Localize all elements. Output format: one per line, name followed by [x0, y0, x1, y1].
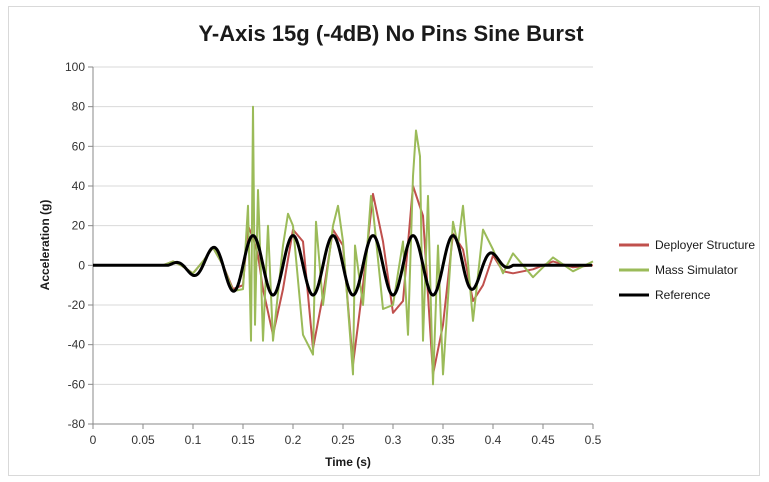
series-layer [92, 105, 594, 386]
x-tick-label: 0.45 [531, 433, 555, 447]
y-axis-title: Acceleration (g) [38, 200, 52, 291]
series-line-reference [92, 234, 593, 297]
y-tick-label: 100 [65, 60, 85, 74]
x-tick-label: 0 [90, 433, 97, 447]
chart-canvas: Y-Axis 15g (-4dB) No Pins Sine Burst 100… [38, 21, 755, 469]
y-tick-label: -80 [68, 417, 86, 431]
x-tick-label: 0.35 [431, 433, 455, 447]
y-tick-label: 80 [72, 100, 86, 114]
legend-label: Reference [655, 288, 711, 302]
legend: Deployer Structure Mass Simulator Referenc… [619, 238, 755, 302]
x-tick-label: 0.15 [231, 433, 255, 447]
y-tick-label: 20 [72, 219, 86, 233]
legend-label: Mass Simulator [655, 263, 738, 277]
x-tick-label: 0.1 [185, 433, 202, 447]
x-tick-label: 0.05 [131, 433, 155, 447]
chart-frame: Y-Axis 15g (-4dB) No Pins Sine Burst 100… [8, 6, 760, 476]
y-tick-label: -40 [68, 338, 86, 352]
x-tick-label: 0.3 [385, 433, 402, 447]
x-axis-title: Time (s) [325, 455, 371, 469]
series-line-mass-simulator [93, 105, 594, 386]
y-tick-label: -60 [68, 377, 86, 391]
y-tick-label: 60 [72, 139, 86, 153]
x-tick-label: 0.25 [331, 433, 355, 447]
y-tick-label: 0 [78, 258, 85, 272]
x-tick-label: 0.4 [485, 433, 502, 447]
x-tick-label: 0.5 [585, 433, 602, 447]
y-tick-label: -20 [68, 298, 86, 312]
chart-title: Y-Axis 15g (-4dB) No Pins Sine Burst [198, 21, 584, 46]
y-axis-ticks: 100 80 60 40 20 0 -20 -40 -60 -80 [65, 60, 93, 431]
y-tick-label: 40 [72, 179, 86, 193]
x-axis-ticks: 0 0.05 0.1 0.15 0.2 0.25 0.3 0.35 0.4 0.45 0.5 [90, 424, 602, 447]
series-line-deployer-structure [93, 185, 594, 376]
legend-label: Deployer Structure [655, 238, 755, 252]
x-tick-label: 0.2 [285, 433, 302, 447]
